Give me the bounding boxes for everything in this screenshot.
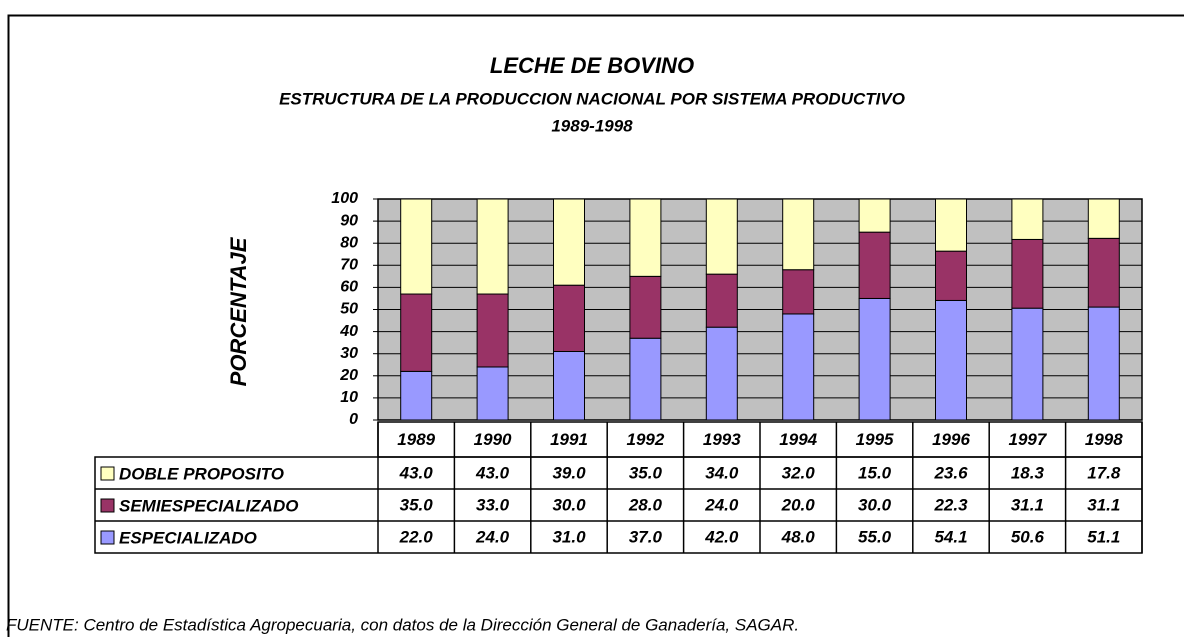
data-label: 24.0 bbox=[704, 495, 739, 514]
x-tick-label: 1993 bbox=[703, 430, 741, 449]
y-tick-label: 0 bbox=[349, 411, 358, 428]
legend-swatch bbox=[100, 498, 115, 513]
x-tick-label: 1996 bbox=[932, 430, 970, 449]
data-label: 35.0 bbox=[400, 495, 434, 514]
bar-segment bbox=[1087, 237, 1120, 308]
chart-period: 1989-1998 bbox=[551, 116, 633, 135]
legend-label: DOBLE PROPOSITO bbox=[119, 464, 284, 483]
bar-segment bbox=[858, 231, 891, 299]
bar-segment bbox=[858, 198, 891, 233]
bar-segment bbox=[858, 297, 891, 421]
bar-segment bbox=[476, 366, 509, 421]
data-label: 17.8 bbox=[1087, 463, 1121, 482]
y-tick-label: 100 bbox=[331, 190, 358, 207]
y-tick-label: 40 bbox=[339, 323, 358, 340]
bar-segment bbox=[553, 350, 585, 421]
data-label: 39.0 bbox=[552, 463, 586, 482]
y-tick-label: 70 bbox=[340, 257, 358, 274]
x-tick-label: 1991 bbox=[550, 430, 588, 449]
legend-swatch bbox=[100, 466, 115, 481]
data-label: 31.1 bbox=[1087, 495, 1120, 514]
data-label: 32.0 bbox=[782, 463, 816, 482]
bar-segment bbox=[553, 198, 585, 286]
bar-segment bbox=[476, 198, 509, 295]
x-tick-label: 1995 bbox=[856, 430, 894, 449]
data-label: 54.1 bbox=[934, 527, 967, 546]
x-tick-label: 1990 bbox=[474, 430, 512, 449]
data-label: 50.6 bbox=[1011, 527, 1045, 546]
bar-segment bbox=[400, 198, 433, 295]
bar-segment bbox=[935, 250, 967, 301]
chart-title: LECHE DE BOVINO bbox=[490, 53, 694, 78]
bar-segment bbox=[629, 275, 662, 339]
bar-segment bbox=[782, 269, 815, 315]
data-label: 30.0 bbox=[552, 495, 586, 514]
y-tick-label: 20 bbox=[339, 367, 358, 384]
data-label: 55.0 bbox=[858, 527, 892, 546]
data-label: 18.3 bbox=[1011, 463, 1045, 482]
data-label: 37.0 bbox=[629, 527, 663, 546]
bar-segment bbox=[629, 198, 662, 277]
y-tick-label: 90 bbox=[340, 212, 358, 229]
data-label: 20.0 bbox=[781, 495, 816, 514]
bar-segment bbox=[935, 198, 967, 252]
bar-segment bbox=[705, 326, 738, 421]
x-tick-label: 1992 bbox=[626, 430, 664, 449]
y-tick-label: 60 bbox=[340, 279, 358, 296]
bar-segment bbox=[400, 370, 433, 421]
legend-swatch bbox=[100, 530, 115, 545]
data-label: 34.0 bbox=[705, 463, 739, 482]
data-label: 22.0 bbox=[399, 527, 434, 546]
y-tick-label: 10 bbox=[340, 389, 358, 406]
data-label: 48.0 bbox=[781, 527, 816, 546]
bar-segment bbox=[400, 293, 433, 372]
bar-segment bbox=[553, 284, 585, 352]
data-label: 43.0 bbox=[399, 463, 434, 482]
data-label: 35.0 bbox=[629, 463, 663, 482]
source-note: FUENTE: Centro de Estadística Agropecuar… bbox=[6, 615, 799, 634]
frame bbox=[7, 14, 1184, 637]
x-tick-label: 1989 bbox=[397, 430, 435, 449]
bar-segment bbox=[782, 313, 815, 421]
x-tick-label: 1994 bbox=[779, 430, 817, 449]
bar-segment bbox=[705, 273, 738, 328]
y-axis-label: PORCENTAJE bbox=[226, 236, 251, 386]
bar-segment bbox=[705, 198, 738, 275]
y-tick-label: 50 bbox=[340, 301, 358, 318]
bar-segment bbox=[1011, 307, 1044, 421]
chart-subtitle: ESTRUCTURA DE LA PRODUCCION NACIONAL POR… bbox=[279, 89, 905, 108]
y-tick-label: 30 bbox=[340, 345, 358, 362]
x-tick-label: 1998 bbox=[1085, 430, 1123, 449]
data-label: 33.0 bbox=[476, 495, 510, 514]
data-label: 23.6 bbox=[933, 463, 968, 482]
legend-label: SEMIESPECIALIZADO bbox=[119, 496, 298, 515]
bar-segment bbox=[935, 299, 967, 421]
bar-segment bbox=[476, 293, 509, 368]
data-label: 43.0 bbox=[475, 463, 510, 482]
bar-segment bbox=[782, 198, 815, 271]
data-label: 15.0 bbox=[858, 463, 892, 482]
data-label: 30.0 bbox=[858, 495, 892, 514]
x-tick-label: 1997 bbox=[1008, 430, 1047, 449]
data-label: 31.0 bbox=[552, 527, 586, 546]
bar-segment bbox=[1011, 238, 1044, 309]
y-tick-label: 80 bbox=[340, 234, 358, 251]
data-label: 42.0 bbox=[704, 527, 739, 546]
data-label: 24.0 bbox=[475, 527, 510, 546]
legend-label: ESPECIALIZADO bbox=[119, 528, 257, 547]
bar-segment bbox=[629, 337, 662, 421]
bar-segment bbox=[1087, 306, 1120, 421]
bar-segment bbox=[1011, 198, 1044, 240]
bar-segment bbox=[1087, 198, 1120, 239]
data-label: 31.1 bbox=[1011, 495, 1044, 514]
data-label: 22.3 bbox=[933, 495, 968, 514]
data-label: 51.1 bbox=[1087, 527, 1120, 546]
data-label: 28.0 bbox=[628, 495, 663, 514]
